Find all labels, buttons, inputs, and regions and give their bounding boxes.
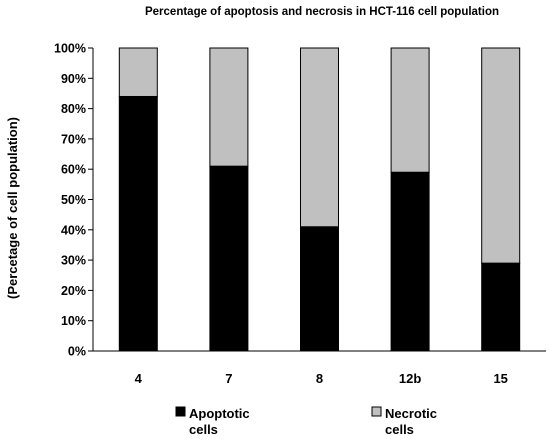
legend-swatch-necrotic: [371, 406, 382, 417]
bar-apoptotic-7: [209, 165, 249, 352]
x-tick-label: 12b: [399, 371, 421, 386]
bar-apoptotic-12b: [390, 171, 430, 352]
legend-swatch-apoptotic: [175, 406, 186, 417]
y-tick-label: 70%: [61, 132, 86, 146]
y-tick-label: 20%: [61, 284, 86, 298]
bar-apoptotic-4: [118, 95, 158, 352]
y-tick-label: 30%: [61, 254, 86, 268]
bar-necrotic-15: [481, 47, 521, 264]
bar-necrotic-4: [118, 47, 158, 97]
y-tick-label: 100%: [54, 42, 86, 56]
y-axis-label: (Percetage of cell population): [5, 117, 20, 299]
y-tick-label: 80%: [61, 102, 86, 116]
y-tick-label: 60%: [61, 163, 86, 177]
x-tick-label: 4: [135, 371, 143, 386]
plot-area: 0% 10% 20% 30% 40% 50% 60% 70% 80% 90% 100% 4 7 8 12b 1…: [54, 42, 546, 386]
x-tick-label: 7: [225, 371, 232, 386]
x-tick-label: 8: [316, 371, 323, 386]
y-tick-label: 40%: [61, 223, 86, 237]
x-tick-label: 15: [493, 371, 507, 386]
legend-label-necrotic: Necrotic cells: [385, 406, 437, 437]
legend-label-apoptotic: Apoptotic cells: [189, 406, 250, 437]
y-tick-label: 90%: [61, 72, 86, 86]
bar-apoptotic-8: [300, 226, 339, 352]
bar-apoptotic-15: [481, 262, 521, 352]
y-tick-label: 0%: [68, 345, 86, 359]
legend: Apoptotic cells Necrotic cells: [175, 406, 437, 437]
bar-necrotic-12b: [390, 47, 430, 173]
y-tick-label: 10%: [61, 314, 86, 328]
y-tick-label: 50%: [61, 193, 86, 207]
chart-title: Percentage of apoptosis and necrosis in …: [145, 6, 499, 18]
bar-necrotic-8: [300, 47, 339, 228]
bar-necrotic-7: [209, 47, 249, 167]
